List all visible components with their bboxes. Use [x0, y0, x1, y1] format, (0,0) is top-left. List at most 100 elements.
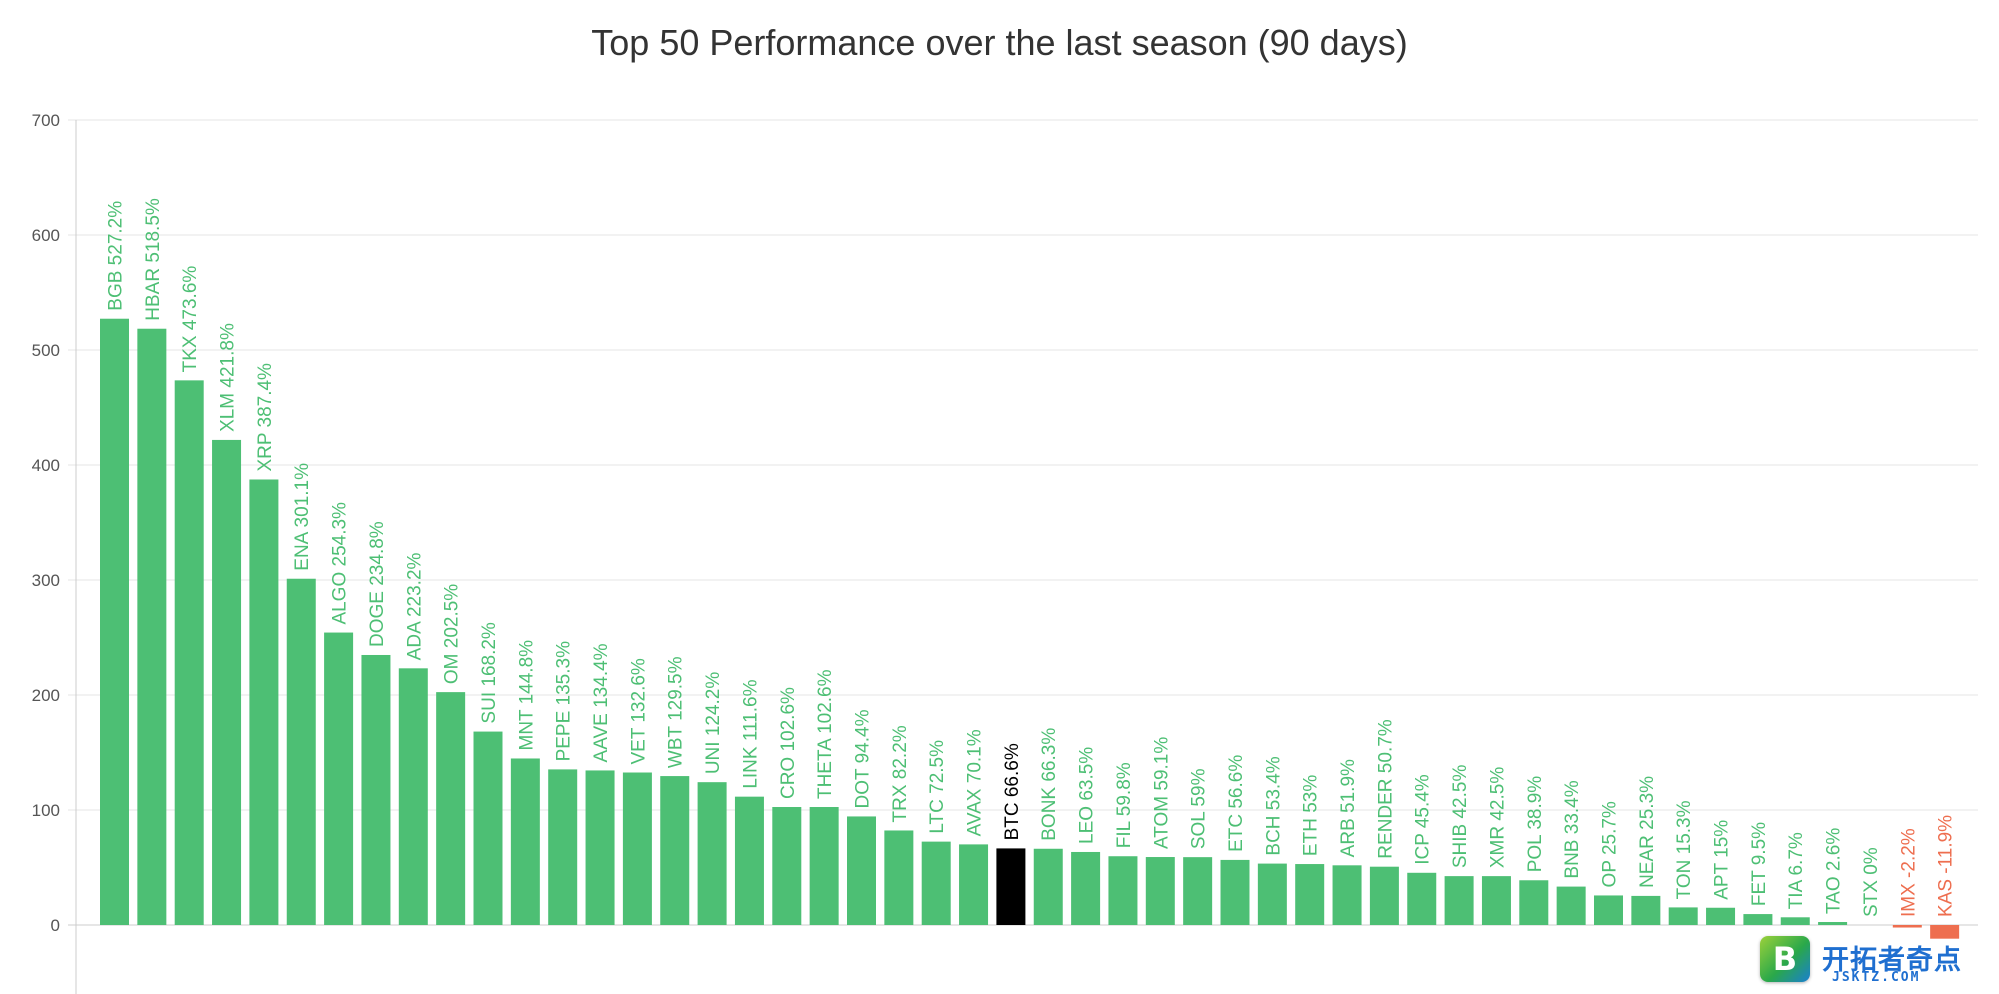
bar-shib — [1444, 876, 1474, 925]
bar-leo — [1071, 851, 1101, 925]
bar-hbar — [137, 328, 167, 926]
y-tick-label-500: 500 — [32, 341, 60, 360]
bar-aave — [585, 770, 615, 925]
bar-label-xrp: XRP 387.4% — [255, 363, 276, 472]
bar-bonk — [1033, 848, 1063, 925]
bar-bnb — [1556, 886, 1586, 925]
bar-label-kas: KAS -11.9% — [1936, 815, 1957, 917]
y-tick-label-100: 100 — [32, 801, 60, 820]
bar-trx — [884, 830, 914, 925]
bar-doge — [361, 654, 391, 925]
watermark-logo: B 开拓者奇点 JSKTZ.COM — [1760, 936, 1990, 988]
bar-ltc — [921, 841, 951, 925]
bar-label-pepe: PEPE 135.3% — [554, 641, 575, 762]
bar-label-btc: BTC 66.6% — [1002, 743, 1023, 840]
bar-xmr — [1481, 876, 1511, 925]
bar-label-icp: ICP 45.4% — [1413, 774, 1434, 865]
bar-label-ena: ENA 301.1% — [292, 463, 313, 571]
bar-label-near: NEAR 25.3% — [1637, 776, 1658, 888]
watermark-text: 开拓者奇点 — [1822, 945, 1962, 976]
bar-tia — [1780, 917, 1810, 925]
bar-avax — [959, 844, 989, 925]
bar-icp — [1407, 872, 1437, 925]
bar-theta — [809, 807, 839, 925]
y-axis: 0 100 200 300 400 500 600 700 — [32, 111, 77, 994]
bar-label-shib: SHIB 42.5% — [1450, 765, 1471, 869]
bar-bgb — [100, 318, 129, 926]
bar-imx — [1892, 925, 1922, 928]
bar-xrp — [249, 479, 279, 925]
y-tick-label-600: 600 — [32, 226, 60, 245]
bar-fil — [1108, 856, 1138, 925]
watermark-subtext: JSKTZ.COM — [1832, 970, 1921, 985]
bar-fet — [1743, 914, 1773, 925]
bar-sui — [473, 731, 503, 925]
bar-label-cro: CRO 102.6% — [778, 687, 799, 799]
bars — [100, 318, 1960, 939]
bar-sol — [1183, 857, 1213, 925]
bar-label-avax: AVAX 70.1% — [965, 729, 986, 836]
bar-label-render: RENDER 50.7% — [1375, 719, 1396, 858]
bar-label-bch: BCH 53.4% — [1263, 756, 1284, 855]
bar-label-dot: DOT 94.4% — [853, 709, 874, 808]
bar-near — [1631, 895, 1661, 925]
bar-label-mnt: MNT 144.8% — [516, 640, 537, 751]
y-tick-label-200: 200 — [32, 686, 60, 705]
bar-label-fet: FET 9.5% — [1749, 822, 1770, 906]
bar-label-ada: ADA 223.2% — [404, 552, 425, 660]
bar-pepe — [548, 769, 578, 925]
bar-bch — [1257, 863, 1287, 925]
bar-label-uni: UNI 124.2% — [703, 672, 724, 775]
bar-dot — [847, 816, 876, 925]
chart-title: Top 50 Performance over the last season … — [591, 22, 1408, 63]
bar-xlm — [212, 439, 242, 925]
bar-label-bgb: BGB 527.2% — [106, 201, 127, 311]
bar-label-fil: FIL 59.8% — [1114, 762, 1135, 848]
bar-link — [734, 796, 764, 925]
bar-label-doge: DOGE 234.8% — [367, 521, 388, 647]
bar-label-ltc: LTC 72.5% — [927, 740, 948, 834]
bar-label-wbt: WBT 129.5% — [666, 656, 687, 768]
bar-label-hbar: HBAR 518.5% — [143, 198, 164, 321]
bar-tkx — [174, 380, 204, 925]
bar-algo — [324, 632, 354, 925]
bar-label-vet: VET 132.6% — [628, 658, 649, 764]
bar-label-etc: ETC 56.6% — [1226, 755, 1247, 852]
bar-label-sui: SUI 168.2% — [479, 622, 500, 723]
bar-label-algo: ALGO 254.3% — [330, 502, 351, 625]
bar-ada — [398, 668, 428, 925]
bar-label-pol: POL 38.9% — [1525, 776, 1546, 873]
bar-om — [436, 692, 466, 925]
bar-label-sol: SOL 59% — [1189, 768, 1210, 849]
bar-label-arb: ARB 51.9% — [1338, 759, 1359, 857]
bar-label-leo: LEO 63.5% — [1077, 747, 1098, 844]
bar-pol — [1519, 880, 1549, 925]
bar-label-apt: APT 15% — [1712, 820, 1733, 900]
bar-apt — [1706, 907, 1736, 925]
bar-etc — [1220, 859, 1250, 925]
bar-label-eth: ETH 53% — [1301, 775, 1322, 856]
bar-label-tia: TIA 6.7% — [1786, 832, 1807, 909]
bar-arb — [1332, 865, 1362, 925]
watermark-badge-letter: B — [1772, 940, 1798, 978]
y-tick-label-300: 300 — [32, 571, 60, 590]
bar-label-xmr: XMR 42.5% — [1487, 767, 1508, 868]
bar-mnt — [510, 758, 540, 925]
bar-kas — [1930, 925, 1960, 939]
bar-op — [1594, 895, 1623, 925]
bar-label-ton: TON 15.3% — [1674, 800, 1695, 899]
bar-label-theta: THETA 102.6% — [815, 669, 836, 799]
bar-label-stx: STX 0% — [1861, 847, 1882, 917]
bar-btc — [996, 848, 1026, 925]
bar-label-link: LINK 111.6% — [740, 679, 761, 788]
bar-eth — [1295, 864, 1325, 925]
bar-label-xlm: XLM 421.8% — [218, 323, 239, 432]
bar-uni — [697, 782, 727, 925]
y-tick-label-0: 0 — [51, 916, 60, 935]
bar-labels: BGB 527.2% HBAR 518.5% TKX 473.6% XLM 421.8… — [106, 198, 1957, 917]
bar-label-trx: TRX 82.2% — [890, 725, 911, 822]
bar-render — [1369, 866, 1399, 925]
bar-wbt — [660, 776, 690, 925]
watermark-badge-icon: B — [1760, 936, 1810, 982]
